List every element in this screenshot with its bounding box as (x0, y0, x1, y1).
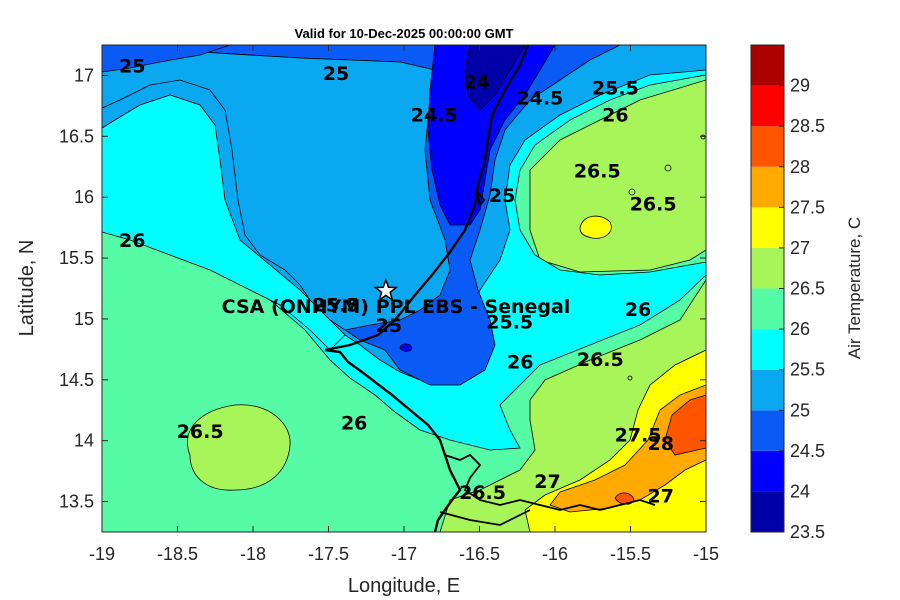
y-tick-label: 14.5 (59, 370, 94, 390)
colorbar-swatch (751, 207, 784, 248)
gambia-river (444, 453, 656, 511)
colorbar-tick-label: 25.5 (790, 360, 825, 380)
lake-guiers (475, 189, 486, 208)
colorbar-tick-label: 24 (790, 481, 810, 501)
contour-label: 26.5 (459, 482, 506, 504)
band-24-spot (399, 343, 413, 352)
band-26.5-west-blob (187, 404, 291, 491)
y-tick-label: 15 (74, 309, 94, 329)
colorbar-tick-label: 28 (790, 157, 810, 177)
contour-label: 25.5 (592, 78, 639, 100)
contour-label: 25 (323, 63, 349, 85)
y-tick-label: 15.5 (59, 248, 94, 268)
contour-label: 25 (119, 56, 145, 78)
x-tick-label: -17 (391, 544, 417, 564)
temperature-field (102, 45, 706, 532)
band-24 (427, 45, 556, 226)
band-28-spot (614, 492, 635, 505)
colorbar-swatch (751, 450, 784, 492)
contour-label: 26 (507, 352, 533, 374)
colorbar-swatch (751, 126, 784, 167)
contour-label: 24.5 (411, 104, 458, 126)
y-axis: 17 16.5 16 15.5 15 14.5 14 13.5 (59, 65, 706, 512)
colorbar-tick-label: 24.5 (790, 441, 825, 461)
x-tick-label: -18 (240, 544, 266, 564)
coastline-south (439, 509, 531, 526)
contour-label: 26.5 (577, 349, 624, 371)
colorbar-swatch (751, 247, 784, 289)
band-27.5 (549, 384, 706, 513)
colorbar-tick-label: 26 (790, 319, 810, 339)
colorbar-swatch (751, 166, 784, 208)
x-tick-label: -17.5 (308, 544, 349, 564)
x-axis-label: Longitude, E (348, 575, 460, 597)
x-axis: -19 -18.5 -18 -17.5 -17 -16.5 -16 -15.5 -15 (89, 45, 719, 564)
y-tick-label: 16 (74, 187, 94, 207)
colorbar-swatch (751, 491, 784, 532)
band-27-spot (579, 215, 612, 239)
x-tick-label: -15 (693, 544, 719, 564)
band-28-east (664, 394, 706, 456)
colorbar-label: Air Temperature, C (845, 217, 864, 359)
contour-label: 26 (119, 230, 145, 252)
colorbar-tick-label: 28.5 (790, 116, 825, 136)
site-marker (373, 277, 399, 302)
contour-label: 26.5 (630, 193, 677, 215)
contour-label: 27.5 (615, 425, 662, 447)
colorbar-swatch (751, 288, 784, 330)
band-26.5-east (529, 79, 706, 273)
x-tick-label: -18.5 (157, 544, 198, 564)
y-tick-label: 17 (74, 65, 94, 85)
colorbar-tick-label: 23.5 (790, 522, 825, 542)
contour-spot-2 (628, 188, 636, 196)
x-tick-label: -15.5 (610, 544, 651, 564)
contour-label: 28 (647, 433, 673, 455)
site-label: CSA (ONHYM) PPL EBS - Senegal (222, 296, 571, 318)
colorbar-swatch (751, 85, 784, 127)
contour-label: 25.5 (486, 311, 533, 333)
contour-label: 24.5 (516, 87, 563, 109)
x-tick-label: -19 (89, 544, 115, 564)
colorbar: 23.5 24 24.5 25 25.5 26 26.5 27 27.5 28 28.5 29 (750, 44, 825, 542)
contour-label: 25 (376, 315, 402, 337)
colorbar-tick-label: 26.5 (790, 279, 825, 299)
contour-label: 24 (463, 72, 489, 94)
y-tick-label: 16.5 (59, 126, 94, 146)
colorbar-tick-label: 27 (790, 238, 810, 258)
contour-label: 26 (602, 104, 628, 126)
coastline (324, 45, 530, 532)
contour-spot-3 (627, 375, 633, 381)
contour-spot-4 (700, 134, 706, 140)
colorbar-tick-label: 27.5 (790, 197, 825, 217)
y-tick-label: 13.5 (59, 492, 94, 512)
band-23.5 (464, 45, 526, 111)
y-axis-label: Latitude, N (16, 240, 38, 337)
colorbar-tick-label: 29 (790, 76, 810, 96)
colorbar-swatch (751, 410, 784, 451)
plot-title: Valid for 10-Dec-2025 00:00:00 GMT (295, 26, 514, 41)
y-tick-label: 14 (74, 431, 94, 451)
contour-label: 27 (534, 471, 560, 493)
contour-label: 26 (625, 299, 651, 321)
contour-label: 26.5 (177, 421, 224, 443)
contour-label: 25 (489, 185, 515, 207)
contour-spot-1 (664, 164, 672, 172)
x-tick-label: -16 (542, 544, 568, 564)
contour-label: 25.5 (313, 294, 360, 316)
x-tick-label: -16.5 (459, 544, 500, 564)
band-24.5-nw (102, 45, 231, 73)
star-icon (373, 277, 399, 302)
contour-label: 26.5 (574, 160, 621, 182)
colorbar-tick-label: 25 (790, 400, 810, 420)
colorbar-swatch (751, 329, 784, 370)
contour-label: 27 (647, 485, 673, 507)
colorbar-swatch (751, 369, 784, 411)
contour-label: 26 (341, 412, 367, 434)
colorbar-swatch (751, 45, 784, 86)
